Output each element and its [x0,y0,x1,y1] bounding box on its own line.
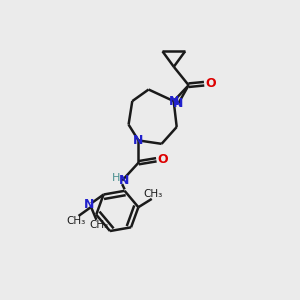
Text: N: N [133,134,144,147]
Text: N: N [169,94,179,108]
Text: CH₃: CH₃ [67,216,86,226]
Text: O: O [158,153,168,166]
Text: H: H [111,173,120,183]
Text: CH₃: CH₃ [89,220,108,230]
Text: O: O [205,77,216,90]
Text: N: N [83,197,94,211]
Text: N: N [118,174,129,187]
Text: N: N [173,97,183,110]
Text: CH₃: CH₃ [144,188,163,199]
